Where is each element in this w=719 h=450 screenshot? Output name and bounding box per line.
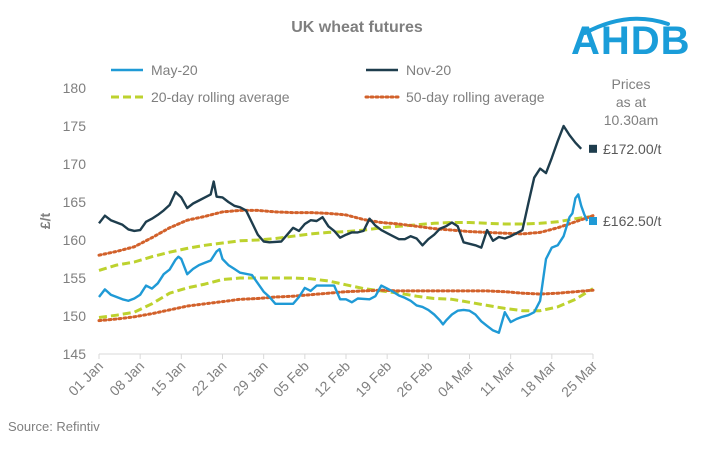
x-tick-label: 04 Mar xyxy=(434,358,476,400)
y-axis: 145 150 155 160 165 170 175 180 xyxy=(63,80,87,362)
y-tick-label: 155 xyxy=(63,270,87,286)
note-line: as at xyxy=(616,94,646,110)
x-tick-label: 05 Feb xyxy=(270,358,312,400)
series-line-may-20-20-day-rolling-average xyxy=(98,276,594,319)
y-axis-label: £/t xyxy=(37,212,53,229)
end-markers: £172.00/t £162.50/t xyxy=(589,141,661,229)
x-axis: 01 Jan 08 Jan 15 Jan 22 Jan 29 Jan 05 Feb 12 F… xyxy=(65,353,600,400)
ahdb-logo: AHDB xyxy=(571,16,691,63)
series-line-nov-20 xyxy=(98,124,583,249)
x-tick-label: 15 Jan xyxy=(147,358,188,399)
price-time-note: Prices as at 10.30am xyxy=(604,76,658,128)
x-tick-label: 12 Feb xyxy=(311,358,353,400)
x-tick-label: 11 Mar xyxy=(476,358,518,400)
logo-swoosh xyxy=(583,16,670,35)
end-marker xyxy=(589,217,597,225)
y-tick-label: 170 xyxy=(63,156,87,172)
x-tick-label: 08 Jan xyxy=(106,358,147,399)
series-line-may-20-50-day-rolling-average xyxy=(97,288,595,323)
x-tick-label: 25 Mar xyxy=(558,358,600,400)
note-line: Prices xyxy=(612,76,651,92)
x-tick-label: 29 Jan xyxy=(230,358,271,399)
y-tick-label: 160 xyxy=(63,232,87,248)
y-tick-label: 165 xyxy=(63,194,87,210)
legend-label: Nov-20 xyxy=(406,62,451,78)
end-price-label: £172.00/t xyxy=(603,141,661,157)
y-tick-label: 150 xyxy=(63,308,87,324)
x-tick-label: 18 Mar xyxy=(517,358,559,400)
chart-title: UK wheat futures xyxy=(291,19,423,36)
series-line-may-20 xyxy=(98,193,589,334)
end-marker xyxy=(589,144,597,153)
legend-label: 20-day rolling average xyxy=(151,89,290,105)
end-price-label: £162.50/t xyxy=(603,213,661,229)
source-caption: Source: Refintiv xyxy=(8,419,100,434)
legend-label: May-20 xyxy=(151,62,198,78)
x-tick-label: 01 Jan xyxy=(65,358,106,399)
series-line-20-day-rolling-average xyxy=(98,214,594,272)
legend: May-20 Nov-20 20-day rolling average 50-day… xyxy=(111,62,545,105)
x-tick-label: 22 Jan xyxy=(189,358,230,399)
y-tick-label: 180 xyxy=(63,80,87,96)
series-layer xyxy=(97,124,595,334)
legend-label: 50-day rolling average xyxy=(406,89,545,105)
logo-text: AHDB xyxy=(571,19,691,63)
x-tick-label: 19 Feb xyxy=(352,358,394,400)
y-tick-label: 145 xyxy=(63,346,87,362)
y-tick-label: 175 xyxy=(63,118,87,134)
x-tick-label: 26 Feb xyxy=(393,358,435,400)
series-line-50-day-rolling-average xyxy=(97,208,595,257)
note-line: 10.30am xyxy=(604,112,658,128)
